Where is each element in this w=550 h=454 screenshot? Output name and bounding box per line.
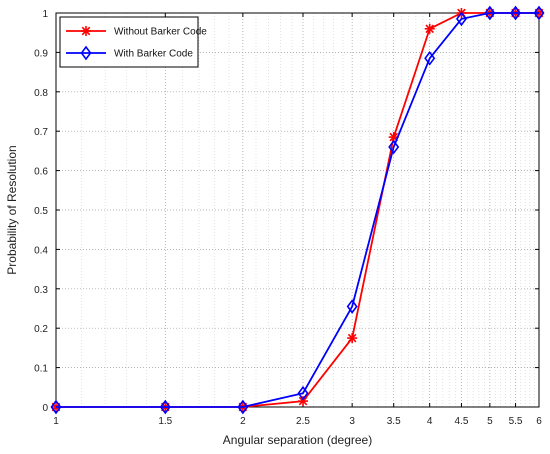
x-tick-label: 5.5 — [509, 416, 523, 427]
y-tick-label: 0.6 — [34, 167, 48, 178]
y-tick-label: 0.1 — [34, 364, 48, 375]
star-marker — [347, 333, 358, 344]
grid — [55, 12, 540, 408]
x-tick-label: 4.5 — [454, 416, 468, 427]
x-tick-label: 1.5 — [158, 416, 172, 427]
star-marker — [298, 396, 309, 407]
x-tick-label: 5 — [487, 416, 493, 427]
y-tick-label: 0.2 — [34, 324, 48, 335]
legend-entry: Without Barker Code — [66, 26, 207, 38]
diamond-marker — [510, 5, 522, 21]
diamond-marker — [159, 399, 171, 415]
y-axis-ticks: 0 0.1 0.2 0.3 0.4 0.5 0.6 0.7 0.8 0.9 1 — [34, 9, 539, 414]
legend-items: Without Barker Code With Barker Code — [66, 26, 207, 61]
diamond-marker — [50, 399, 62, 415]
diamond-marker — [455, 11, 467, 27]
diamond-marker — [237, 399, 249, 415]
y-tick-label: 0.5 — [34, 206, 48, 217]
legend: Without Barker Code With Barker Code — [59, 16, 207, 68]
series-group — [50, 5, 545, 415]
legend-label: With Barker Code — [114, 49, 193, 60]
diamond-marker — [388, 139, 400, 155]
x-tick-label: 3.5 — [387, 416, 401, 427]
series-line — [56, 12, 539, 408]
x-tick-label: 6 — [536, 416, 542, 427]
diamond-marker — [424, 50, 436, 66]
x-tick-label: 1 — [53, 416, 59, 427]
legend-box — [59, 16, 199, 68]
y-axis-label: Probability of Resolution — [5, 145, 19, 274]
diamond-marker — [297, 385, 309, 401]
diamond-marker — [80, 45, 92, 61]
y-tick-label: 0.9 — [34, 48, 48, 59]
diamond-marker — [533, 5, 545, 21]
y-tick-label: 0.4 — [34, 245, 48, 256]
star-marker — [424, 23, 435, 34]
y-tick-label: 1 — [42, 9, 48, 20]
x-tick-label: 3 — [349, 416, 355, 427]
y-tick-label: 0.8 — [34, 88, 48, 99]
legend-entry: With Barker Code — [66, 45, 193, 61]
diamond-marker — [484, 5, 496, 21]
y-tick-label: 0 — [42, 403, 48, 414]
series-with-barker-code — [50, 5, 545, 415]
legend-label: Without Barker Code — [114, 27, 207, 38]
x-tick-label: 2 — [240, 416, 246, 427]
x-tick-label: 4 — [427, 416, 433, 427]
x-axis-label: Angular separation (degree) — [223, 433, 372, 447]
diamond-marker — [346, 299, 358, 314]
y-tick-label: 0.7 — [34, 127, 48, 138]
x-tick-label: 2.5 — [296, 416, 310, 427]
y-tick-label: 0.3 — [34, 285, 48, 296]
star-marker — [81, 26, 91, 36]
